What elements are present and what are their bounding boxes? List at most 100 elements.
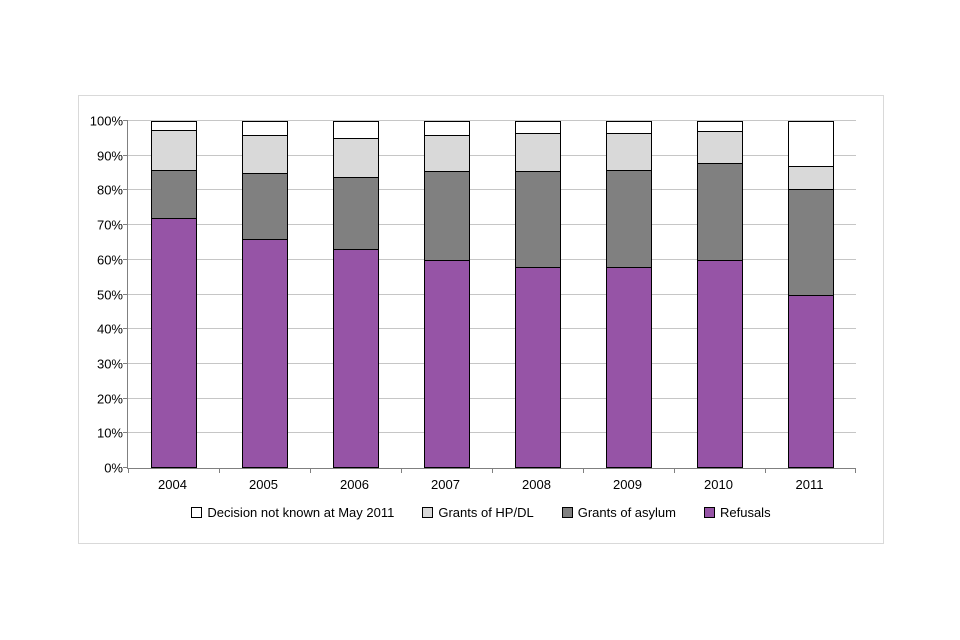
legend-item-decision-not-known-at-may-2011: Decision not known at May 2011 (191, 505, 394, 520)
bar-segment-2010-grants-of-hp-dl (696, 131, 743, 163)
bar-slot-2010 (674, 121, 765, 468)
stacked-bar-2008 (514, 121, 561, 468)
stacked-bar-2004 (150, 121, 197, 468)
y-axis-tick (123, 120, 128, 121)
bar-segment-2007-grants-of-asylum (423, 171, 470, 260)
legend-label: Decision not known at May 2011 (207, 505, 395, 520)
x-axis-label: 2011 (795, 477, 824, 492)
stacked-bar-2010 (696, 121, 743, 468)
bar-segment-2005-grants-of-hp-dl (241, 134, 288, 174)
bar-segment-2007-grants-of-hp-dl (423, 134, 470, 172)
bar-segment-2008-grants-of-hp-dl (514, 133, 561, 172)
bar-segment-2009-decision-not-known-at-may-2011 (605, 121, 652, 134)
x-axis-tick (128, 468, 129, 473)
stacked-bar-2009 (605, 121, 652, 468)
x-axis-label: 2009 (613, 477, 642, 492)
x-axis-tick (310, 468, 311, 473)
bar-segment-2006-grants-of-hp-dl (332, 138, 379, 177)
y-axis-label: 10% (96, 425, 123, 441)
stacked-bar-2011 (787, 121, 834, 468)
y-axis-label: 0% (104, 460, 123, 476)
bars-row (128, 121, 856, 468)
legend-item-grants-of-hp-dl: Grants of HP/DL (422, 505, 534, 520)
bar-segment-2005-refusals (241, 238, 288, 468)
bar-segment-2011-grants-of-hp-dl (787, 166, 834, 189)
legend-marker-icon (703, 507, 715, 518)
y-axis-label: 80% (96, 182, 123, 198)
legend-label: Grants of HP/DL (438, 505, 534, 520)
legend-marker-icon (422, 507, 434, 518)
x-axis-label: 2004 (158, 477, 187, 492)
x-axis-label: 2008 (522, 477, 551, 492)
plot-area (123, 120, 856, 473)
gridline (128, 258, 856, 260)
x-axis-tick (855, 468, 856, 473)
bar-slot-2006 (310, 121, 401, 468)
bar-slot-2005 (219, 121, 310, 468)
bar-segment-2009-grants-of-hp-dl (605, 133, 652, 170)
stacked-bar-2006 (332, 121, 379, 468)
bar-segment-2006-refusals (332, 249, 379, 468)
x-axis-tick (492, 468, 493, 473)
gridline (128, 362, 856, 364)
legend-marker-icon (191, 507, 203, 518)
bar-segment-2011-refusals (787, 294, 834, 468)
y-axis-tick (123, 328, 128, 330)
gridline (128, 293, 856, 295)
bar-slot-2007 (401, 121, 492, 468)
chart-panel: 0% 10% 20% 30% 40% 50% 60% 70% 80% 90% 100% 2004 20… (78, 95, 884, 544)
x-axis-label: 2005 (249, 477, 278, 492)
y-axis-labels: 0% 10% 20% 30% 40% 50% 60% 70% 80% 90% 100% (79, 115, 123, 475)
x-axis-tick (583, 468, 584, 473)
x-axis-tick (401, 468, 402, 473)
gridline (128, 224, 856, 226)
bar-slot-2011 (765, 121, 856, 468)
bar-segment-2010-refusals (696, 259, 743, 468)
x-axis-labels: 2004 2005 2006 2007 2008 2009 2010 2011 (127, 477, 855, 492)
y-axis-label: 20% (96, 391, 123, 407)
y-axis-tick (123, 293, 128, 295)
x-axis-tick (219, 468, 220, 473)
legend: Decision not known at May 2011 Grants of … (79, 505, 883, 520)
gridline (128, 154, 856, 156)
legend-item-refusals: Refusals (703, 505, 771, 520)
legend-item-grants-of-asylum: Grants of asylum (561, 505, 676, 520)
y-axis-tick (123, 432, 128, 434)
bar-segment-2009-refusals (605, 266, 652, 468)
bar-segment-2004-grants-of-asylum (150, 169, 197, 219)
bar-segment-2004-decision-not-known-at-may-2011 (150, 121, 197, 130)
x-axis-tick (674, 468, 675, 473)
bar-segment-2008-refusals (514, 266, 561, 468)
bar-segment-2011-grants-of-asylum (787, 188, 834, 295)
bar-segment-2007-refusals (423, 259, 470, 468)
gridline (128, 189, 856, 191)
legend-label: Grants of asylum (577, 505, 676, 520)
bar-slot-2008 (492, 121, 583, 468)
y-axis-label: 40% (96, 321, 123, 337)
bar-segment-2008-decision-not-known-at-may-2011 (514, 121, 561, 134)
y-axis-tick (123, 258, 128, 260)
legend-marker-icon (561, 507, 573, 518)
y-axis-tick (123, 467, 128, 468)
bar-segment-2009-grants-of-asylum (605, 169, 652, 267)
x-axis-label: 2006 (340, 477, 369, 492)
y-axis-label: 100% (89, 113, 123, 129)
stacked-bar-2007 (423, 121, 470, 468)
y-axis-label: 60% (96, 252, 123, 268)
bar-segment-2004-grants-of-hp-dl (150, 129, 197, 170)
x-axis-label: 2007 (431, 477, 460, 492)
y-axis-label: 90% (96, 148, 123, 164)
gridline (128, 120, 856, 121)
bar-segment-2005-grants-of-asylum (241, 173, 288, 239)
bar-segment-2008-grants-of-asylum (514, 171, 561, 267)
y-axis-tick (123, 154, 128, 156)
bar-segment-2006-grants-of-asylum (332, 176, 379, 250)
bar-segment-2004-refusals (150, 218, 197, 468)
y-axis-label: 70% (96, 217, 123, 233)
y-axis-tick (123, 224, 128, 226)
y-axis-tick (123, 362, 128, 364)
y-axis-label: 50% (96, 287, 123, 302)
gridline (128, 432, 856, 434)
bar-slot-2009 (583, 121, 674, 468)
